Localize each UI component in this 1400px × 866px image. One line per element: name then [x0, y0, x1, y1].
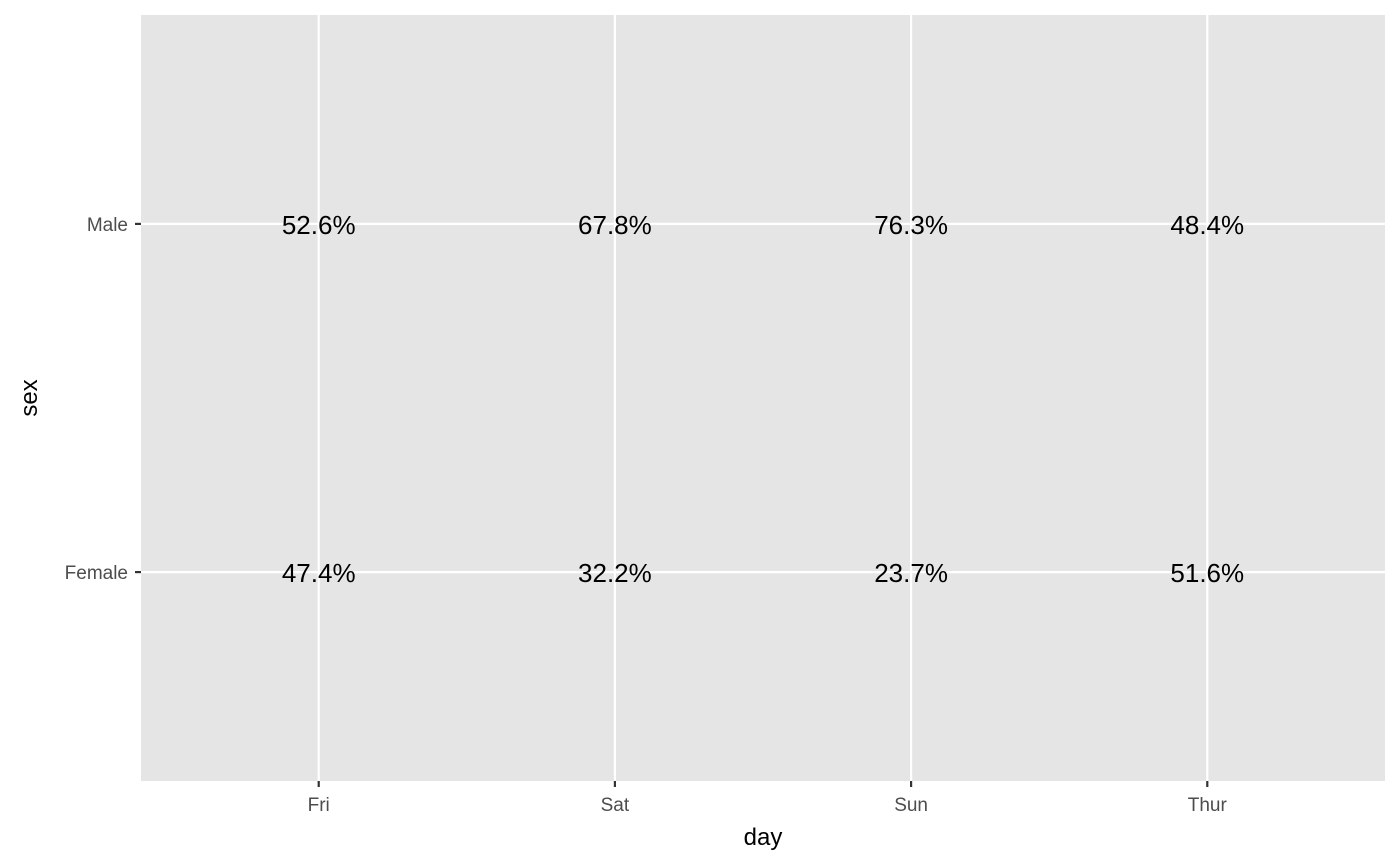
- grid-lines: [141, 15, 1385, 781]
- cell-label-sun-female: 23.7%: [874, 558, 948, 588]
- cell-label-fri-male: 52.6%: [282, 210, 356, 240]
- cell-label-fri-female: 47.4%: [282, 558, 356, 588]
- cell-label-thur-female: 51.6%: [1170, 558, 1244, 588]
- y-tick-label-male: Male: [87, 215, 128, 236]
- cell-labels: 52.6% 67.8% 76.3% 48.4% 47.4% 32.2% 23.7% 51.6%: [282, 210, 1244, 588]
- plot-panel: [141, 15, 1385, 781]
- x-tick-label-thur: Thur: [1188, 795, 1228, 816]
- x-tick-label-sun: Sun: [894, 795, 928, 816]
- x-tick-label-fri: Fri: [308, 795, 330, 816]
- cell-label-thur-male: 48.4%: [1170, 210, 1244, 240]
- y-axis: Female Male: [65, 215, 141, 584]
- x-axis-title: day: [744, 824, 783, 851]
- x-tick-label-sat: Sat: [601, 795, 630, 816]
- y-axis-title: sex: [16, 379, 43, 416]
- cell-label-sat-female: 32.2%: [578, 558, 652, 588]
- x-axis: Fri Sat Sun Thur: [308, 781, 1228, 816]
- cell-label-sun-male: 76.3%: [874, 210, 948, 240]
- y-tick-label-female: Female: [65, 563, 128, 584]
- cell-label-sat-male: 67.8%: [578, 210, 652, 240]
